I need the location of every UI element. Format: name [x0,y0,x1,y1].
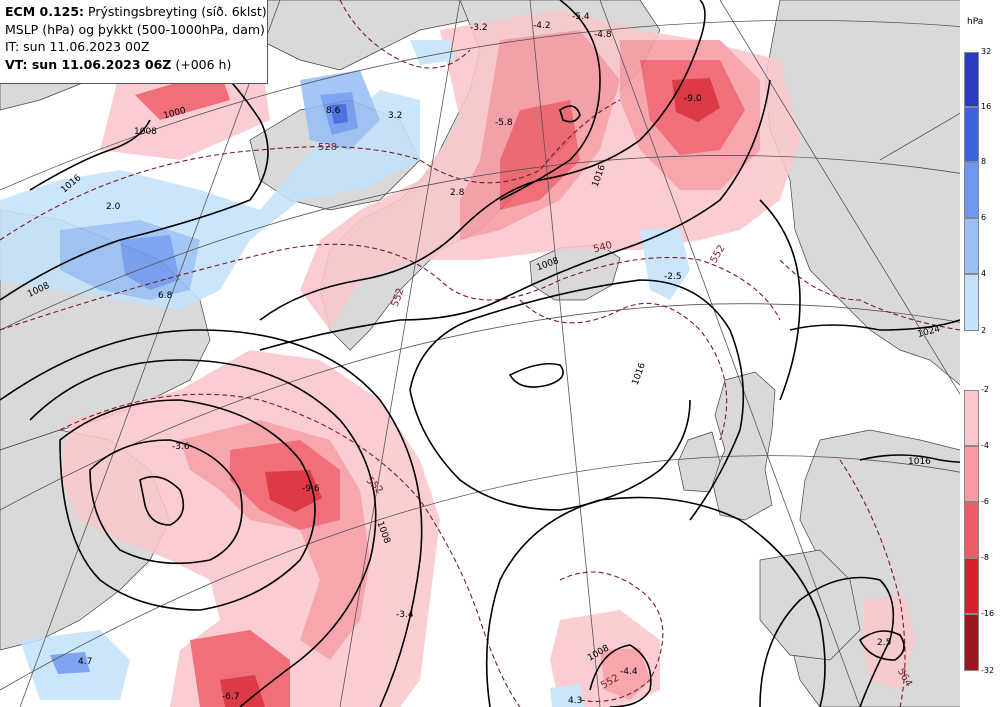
pc-label: 2.5 [877,638,891,648]
map-info-panel: ECM 0.125: Prýstingsbreyting (síð. 6klst… [0,0,268,84]
isobar-label: 1016 [631,361,648,386]
land-iberia [759,549,861,661]
pc-label: -2.5 [664,272,682,282]
legend-swatch-neg-2-4 [964,390,979,446]
isobar-label: 1016 [908,457,931,467]
legend-swatch-neg-4-6 [964,446,979,502]
legend-tick: -16 [981,609,995,618]
field-name: Prýstingsbreyting (síð. 6klst) [88,4,267,19]
valid-time: VT: sun 11.06.2023 06Z [5,56,172,72]
pc-label: -9.6 [302,484,320,494]
legend-swatch-pos-2-4 [964,274,979,331]
pc-label: 3.2 [388,111,402,121]
legend-swatch-neg-16-32 [964,614,979,671]
legend-tick: 32 [981,47,992,56]
model-name: ECM 0.125: [5,4,85,19]
thickness-label: 540 [592,240,613,256]
legend-swatch-pos-16-32 [964,52,979,107]
pc-label: 8.6 [326,106,341,116]
legend-tick: -4 [981,441,989,450]
pc-label: -4.2 [533,21,551,31]
valid-time-row: VT: sun 11.06.2023 06Z (+006 h) [5,56,262,74]
pc-label: -4.4 [620,667,638,677]
title-row: ECM 0.125: Prýstingsbreyting (síð. 6klst… [5,3,267,21]
legend-tick: -32 [981,666,995,675]
pc-label: -3.4 [396,610,414,620]
pc-label: -5.8 [495,118,513,128]
pc-label: 4.3 [568,696,582,706]
legend-tick: -2 [981,385,989,394]
isobar-label: 1008 [134,127,157,137]
legend-unit: hPa [967,17,984,27]
pressure-change-labels: -3.2 -4.2 -5.4 -4.8 8.6 3.2 -5.8 -9.0 2.… [78,12,891,706]
legend-tick: 16 [981,102,992,111]
legend-tick: 8 [981,157,987,166]
pc-label: -9.0 [684,94,702,104]
thickness-contours [0,0,961,707]
legend-swatch-pos-4-6 [964,218,979,274]
legend-swatch-neg-8-16 [964,558,979,614]
pc-label: 2.0 [106,202,121,212]
legend-tick: 4 [981,269,987,278]
pc-label: -3.6 [172,442,190,452]
thickness-label: 528 [318,142,337,153]
legend-tick: 2 [981,326,987,335]
init-time: IT: sun 11.06.2023 00Z [5,39,150,54]
pressure-change-shading [0,10,915,707]
legend-swatch-pos-6-8 [964,162,979,218]
land-ireland [677,431,721,493]
pc-label: -6.7 [222,692,240,702]
subtitle: MSLP (hPa) og þykkt (500-1000hPa, dam) [5,21,265,37]
thickness-label: 552 [709,243,728,265]
pc-label: -3.2 [470,23,488,33]
legend-swatch-pos-8-16 [964,107,979,162]
pc-label: 6.8 [158,291,173,301]
colorbar-legend: hPa 32 16 8 6 4 2 -2 -4 -6 -8 -16 -32 [960,0,1000,707]
pc-label: -5.4 [572,12,590,22]
forecast-offset: (+006 h) [175,56,232,72]
pc-label: -4.8 [594,30,612,40]
legend-swatch-neg-6-8 [964,502,979,558]
land-britain [711,371,776,521]
legend-tick: -6 [981,497,989,506]
legend-tick: 6 [981,213,987,222]
pc-label: 4.7 [78,657,92,667]
pc-label: 2.8 [450,188,465,198]
legend-tick: -8 [981,553,989,562]
